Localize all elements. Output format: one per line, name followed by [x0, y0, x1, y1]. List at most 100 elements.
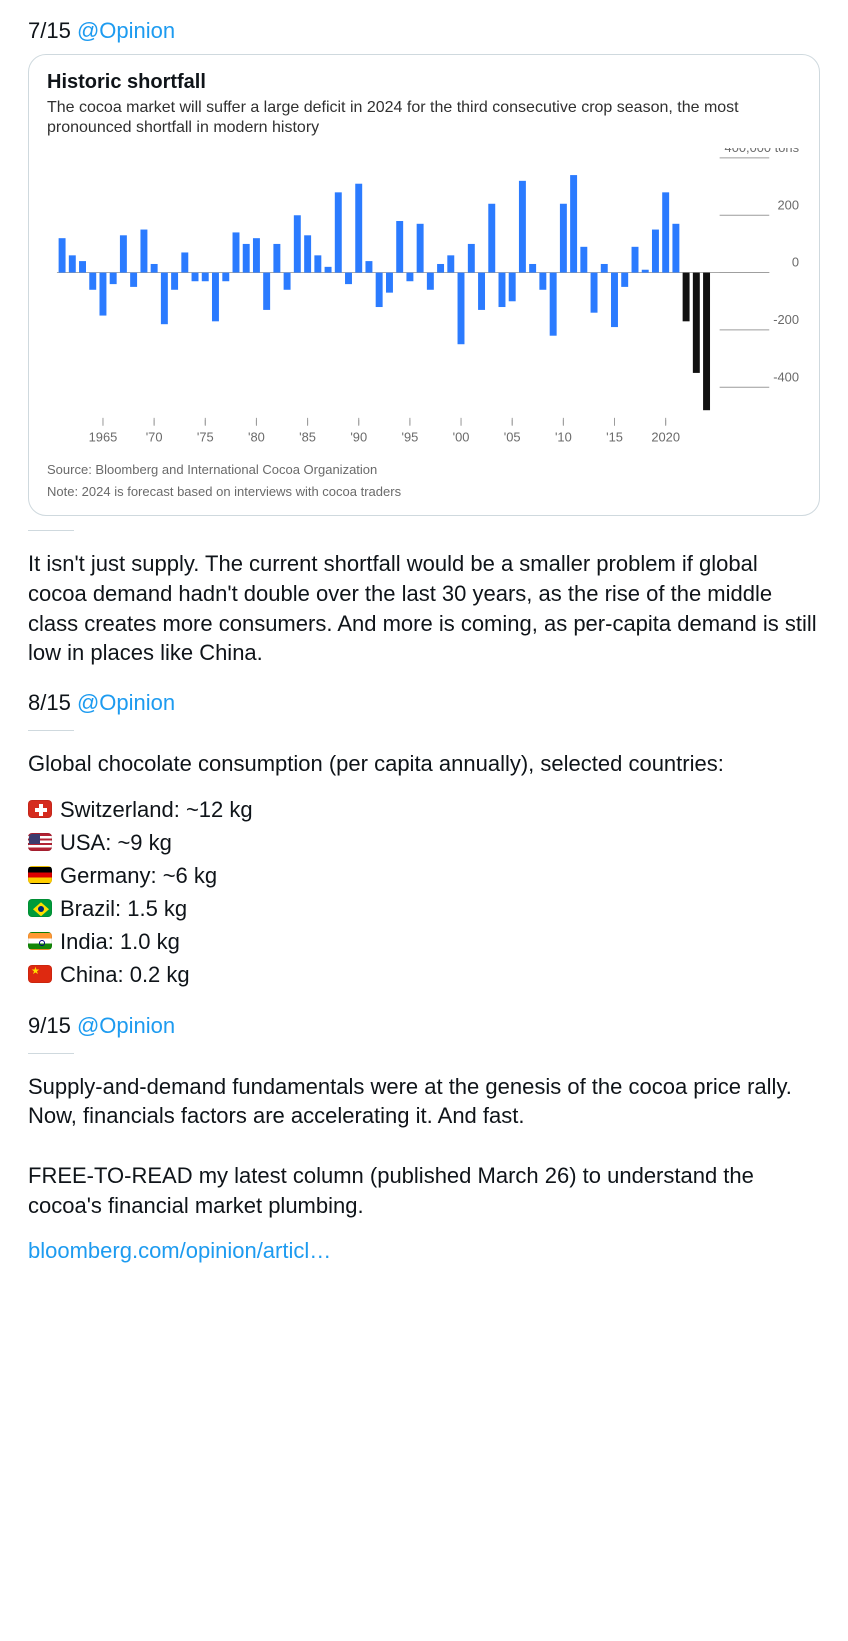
tweet-body: Global chocolate consumption (per capita… [28, 749, 820, 779]
x-tick-label: '95 [402, 430, 419, 445]
data-bar [151, 264, 158, 273]
x-tick-label: 1965 [89, 430, 118, 445]
data-bar [611, 273, 618, 327]
data-bar [233, 232, 240, 272]
country-row: USA: ~9 kg [28, 826, 820, 859]
thread-counter: 8/15 [28, 690, 71, 715]
data-bar [222, 273, 229, 282]
separator [28, 1053, 74, 1054]
tweet-body: It isn't just supply. The current shortf… [28, 549, 820, 668]
x-tick-label: '90 [350, 430, 367, 445]
data-bar [703, 273, 710, 411]
chart-footnote: Note: 2024 is forecast based on intervie… [47, 484, 801, 501]
separator [28, 530, 74, 531]
flag-icon [28, 965, 52, 983]
country-row: Germany: ~6 kg [28, 859, 820, 892]
data-bar [243, 244, 250, 273]
y-tick-label: 400,000 tons [725, 148, 799, 155]
thread-counter: 7/15 [28, 18, 71, 43]
data-bar [304, 235, 311, 272]
data-bar [529, 264, 536, 273]
data-bar [192, 273, 199, 282]
data-bar [79, 261, 86, 273]
data-bar [488, 204, 495, 273]
data-bar [120, 235, 127, 272]
thread-counter-line: 8/15 @Opinion [28, 690, 820, 716]
chart-source: Source: Bloomberg and International Coco… [47, 462, 801, 479]
data-bar [273, 244, 280, 273]
data-bar [130, 273, 137, 287]
data-bar [89, 273, 96, 290]
data-bar [365, 261, 372, 273]
chart-title: Historic shortfall [47, 71, 801, 94]
mention-handle[interactable]: @Opinion [77, 1013, 175, 1038]
country-value: Brazil: 1.5 kg [60, 892, 187, 925]
data-bar [570, 175, 577, 272]
chart-card[interactable]: Historic shortfall The cocoa market will… [28, 54, 820, 516]
thread-counter-line: 7/15 @Opinion [28, 18, 820, 44]
mention-handle[interactable]: @Opinion [77, 690, 175, 715]
data-bar [662, 192, 669, 272]
country-consumption-list: Switzerland: ~12 kgUSA: ~9 kgGermany: ~6… [28, 793, 820, 991]
chart-subtitle: The cocoa market will suffer a large def… [47, 98, 801, 138]
data-bar [621, 273, 628, 287]
data-bar [632, 247, 639, 273]
tweet-thread: 7/15 @Opinion Historic shortfall The coc… [0, 0, 848, 1328]
separator [28, 730, 74, 731]
x-tick-label: '85 [299, 430, 316, 445]
data-bar [447, 255, 454, 272]
data-bar [478, 273, 485, 310]
data-bar [355, 184, 362, 273]
x-tick-label: '75 [197, 430, 214, 445]
data-bar [140, 230, 147, 273]
data-bar [161, 273, 168, 325]
flag-icon [28, 800, 52, 818]
data-bar [202, 273, 209, 282]
data-bar [59, 238, 66, 272]
data-bar [263, 273, 270, 310]
x-tick-label: '05 [504, 430, 521, 445]
tweet-body: Supply-and-demand fundamentals were at t… [28, 1072, 820, 1220]
y-tick-label: 0 [792, 255, 799, 270]
external-link[interactable]: bloomberg.com/opinion/articl… [28, 1236, 820, 1266]
data-bar [601, 264, 608, 273]
country-row: China: 0.2 kg [28, 958, 820, 991]
country-row: India: 1.0 kg [28, 925, 820, 958]
data-bar [181, 252, 188, 272]
data-bar [550, 273, 557, 336]
flag-icon [28, 932, 52, 950]
deficit-bar-chart: 400,000 tons2000-200-4001965'70'75'80'85… [47, 148, 801, 456]
data-bar [652, 230, 659, 273]
country-row: Switzerland: ~12 kg [28, 793, 820, 826]
data-bar [642, 270, 649, 273]
data-bar [580, 247, 587, 273]
y-tick-label: -200 [773, 312, 799, 327]
data-bar [396, 221, 403, 273]
data-bar [693, 273, 700, 373]
flag-icon [28, 866, 52, 884]
mention-handle[interactable]: @Opinion [77, 18, 175, 43]
data-bar [99, 273, 106, 316]
data-bar [171, 273, 178, 290]
country-value: Switzerland: ~12 kg [60, 793, 253, 826]
data-bar [509, 273, 516, 302]
flag-icon [28, 833, 52, 851]
country-value: Germany: ~6 kg [60, 859, 217, 892]
data-bar [294, 215, 301, 272]
data-bar [110, 273, 117, 285]
thread-counter-line: 9/15 @Opinion [28, 1013, 820, 1039]
data-bar [406, 273, 413, 282]
data-bar [376, 273, 383, 307]
data-bar [499, 273, 506, 307]
data-bar [335, 192, 342, 272]
data-bar [560, 204, 567, 273]
data-bar [672, 224, 679, 273]
data-bar [683, 273, 690, 322]
flag-icon [28, 899, 52, 917]
country-row: Brazil: 1.5 kg [28, 892, 820, 925]
data-bar [284, 273, 291, 290]
data-bar [212, 273, 219, 322]
y-tick-label: 200 [778, 197, 799, 212]
data-bar [314, 255, 321, 272]
x-tick-label: '80 [248, 430, 265, 445]
